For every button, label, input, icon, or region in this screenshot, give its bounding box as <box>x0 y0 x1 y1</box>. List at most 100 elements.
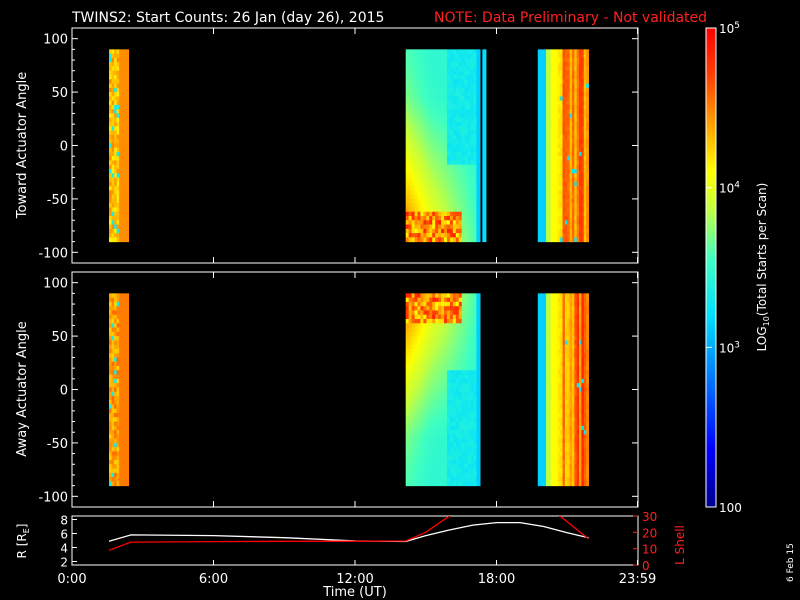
heatmap-cell <box>564 66 568 72</box>
heatmap-cell <box>569 220 573 226</box>
heatmap-cell <box>111 357 115 363</box>
heatmap-cell <box>405 237 410 243</box>
heatmap-cell <box>414 186 418 191</box>
heatmap-cell <box>567 113 571 119</box>
heatmap-cell <box>441 340 445 346</box>
heatmap-cell <box>438 378 442 384</box>
heatmap-cell <box>476 194 481 200</box>
heatmap-cell <box>408 96 413 102</box>
heatmap-cell <box>432 468 436 474</box>
heatmap-cell <box>560 198 564 204</box>
heatmap-cell <box>423 224 427 230</box>
heatmap-cell <box>569 447 573 452</box>
heatmap-cell <box>467 314 472 320</box>
heatmap-cell <box>111 228 115 234</box>
heatmap-cell <box>562 348 566 354</box>
heatmap-cell <box>441 220 445 226</box>
heatmap-cell <box>119 366 130 371</box>
heatmap-cell <box>423 327 427 333</box>
heatmap-cell <box>569 319 573 324</box>
heatmap-cell <box>569 477 573 482</box>
heatmap-cell <box>405 130 410 136</box>
heatmap-cell <box>562 387 566 393</box>
heatmap-cell <box>586 319 589 324</box>
heatmap-cell <box>586 297 589 303</box>
heatmap-cell <box>417 472 421 478</box>
heatmap-cell <box>116 100 120 106</box>
heatmap-cell <box>546 438 552 444</box>
heatmap-cell <box>114 130 118 136</box>
heatmap-cell <box>420 464 424 470</box>
heatmap-cell <box>546 387 552 393</box>
heatmap-cell <box>564 134 568 140</box>
heatmap-cell <box>564 357 568 363</box>
heatmap-cell <box>438 169 442 174</box>
heatmap-cell <box>405 293 410 299</box>
heatmap-cell <box>567 357 571 363</box>
heatmap-cell <box>579 143 582 149</box>
heatmap-cell <box>426 370 430 376</box>
heatmap-cell <box>560 87 564 93</box>
heatmap-cell <box>420 117 424 123</box>
heatmap-cell <box>109 391 113 397</box>
heatmap-cell <box>414 169 418 174</box>
heatmap-cell <box>458 472 463 478</box>
heatmap-cell <box>560 438 564 444</box>
heatmap-cell <box>583 464 587 470</box>
heatmap-cell <box>119 57 130 63</box>
heatmap-cell <box>417 156 421 161</box>
heatmap-cell <box>537 425 547 431</box>
heatmap-cell <box>461 395 466 401</box>
heatmap-cell <box>567 417 571 423</box>
heatmap-cell <box>546 79 552 85</box>
heatmap-cell <box>438 472 442 478</box>
heatmap-cell <box>537 62 547 67</box>
heatmap-cell <box>564 177 568 183</box>
heatmap-cell <box>579 464 582 470</box>
heatmap-cell <box>571 455 575 461</box>
heatmap-cell <box>583 366 587 371</box>
heatmap-cell <box>470 344 475 350</box>
heatmap-cell <box>405 190 410 196</box>
heatmap-cell <box>464 237 469 243</box>
heatmap-cell <box>586 130 589 136</box>
away-heatmap <box>109 293 589 487</box>
heatmap-cell <box>438 203 442 208</box>
heatmap-cell <box>426 70 430 76</box>
heatmap-cell <box>583 83 587 89</box>
heatmap-cell <box>408 70 413 76</box>
heatmap-cell <box>464 366 469 371</box>
heatmap-cell <box>408 447 413 452</box>
heatmap-cell <box>423 301 427 307</box>
heatmap-cell <box>417 83 421 89</box>
heatmap-cell <box>546 109 552 114</box>
heatmap-cell <box>417 49 421 55</box>
heatmap-cell <box>429 374 433 380</box>
heatmap-cell <box>455 353 460 358</box>
heatmap-cell <box>569 57 573 63</box>
heatmap-cell <box>586 468 589 474</box>
heatmap-cell <box>429 293 433 299</box>
l-shell-tick-label: 20 <box>642 526 657 540</box>
heatmap-cell <box>579 297 582 303</box>
heatmap-cell <box>567 126 571 132</box>
heatmap-cell <box>476 323 481 329</box>
heatmap-cell <box>557 49 561 55</box>
heatmap-cell <box>458 421 463 427</box>
heatmap-cell <box>444 344 448 350</box>
heatmap-cell <box>562 301 566 307</box>
heatmap-cell <box>411 327 416 333</box>
heatmap-cell <box>467 96 472 102</box>
heatmap-cell <box>470 75 475 80</box>
heatmap-cell <box>470 413 475 418</box>
heatmap-cell <box>408 83 413 89</box>
heatmap-cell <box>432 327 436 333</box>
heatmap-cell <box>467 143 472 149</box>
heatmap-cell <box>562 319 566 324</box>
heatmap-cell <box>564 447 568 452</box>
heatmap-cell <box>586 160 589 166</box>
heatmap-cell <box>567 122 571 127</box>
heatmap-cell <box>446 156 451 161</box>
heatmap-cell <box>414 361 418 367</box>
heatmap-cell <box>423 177 427 183</box>
